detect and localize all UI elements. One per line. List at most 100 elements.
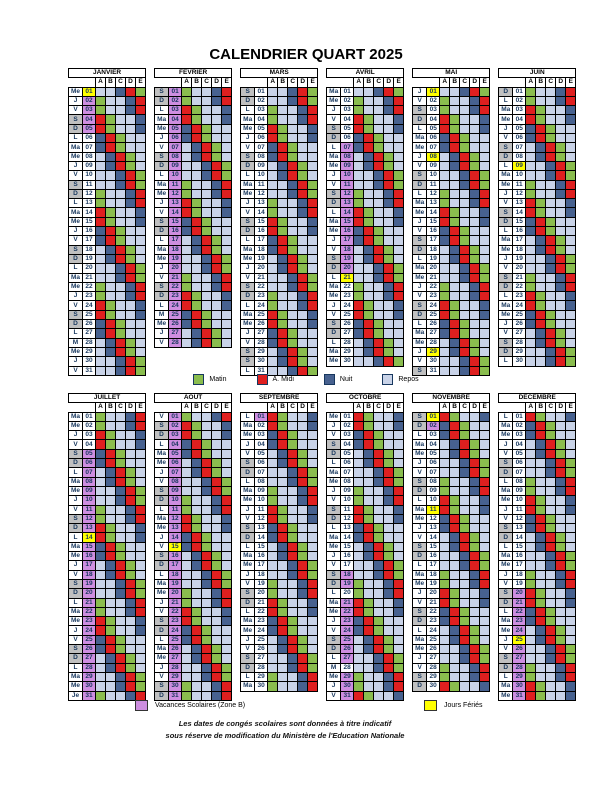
shift-cell-a <box>95 430 106 441</box>
shift-cell-b <box>449 337 461 348</box>
weekday-cell: D <box>154 160 170 172</box>
weekday-cell: L <box>412 430 428 441</box>
shift-cell-b <box>105 420 116 432</box>
day-row: L 20 <box>326 588 405 599</box>
day-row: S 13 <box>498 523 577 534</box>
shift-cell-b <box>449 634 461 646</box>
weekday-cell: D <box>326 513 342 525</box>
weekday-cell: Ma <box>240 309 256 321</box>
shift-cell-c <box>201 105 213 116</box>
shift-cell-a <box>353 420 365 432</box>
weekday-cell: S <box>498 272 514 283</box>
daynum-cell-vacances: 22 <box>340 606 355 618</box>
shift-cell-e <box>565 625 577 636</box>
shift-cell-b <box>449 188 461 200</box>
shift-cell-a <box>353 467 365 478</box>
weekday-cell: S <box>68 114 83 125</box>
daynum-cell-vacances: 07 <box>168 467 183 478</box>
weekday-cell: V <box>240 448 256 460</box>
shift-cell-a <box>95 597 106 608</box>
shift-cell-e <box>221 625 233 636</box>
shift-cell-b <box>191 681 203 692</box>
weekday-cell: L <box>68 133 83 144</box>
shift-cell-e <box>221 606 233 618</box>
shift-cell-e <box>479 476 491 487</box>
day-row: Me 24 <box>498 625 577 636</box>
weekday-cell: Me <box>326 671 342 683</box>
day-row: Ma 26 <box>154 643 233 655</box>
weekday-cell: Ma <box>326 281 342 293</box>
weekday-cell: Me <box>412 578 428 590</box>
shift-cell-e <box>479 411 491 422</box>
shift-cell-d <box>211 681 223 692</box>
shift-cell-c <box>287 142 299 153</box>
daynum-cell: 13 <box>340 523 355 534</box>
shift-cell-d <box>297 495 309 506</box>
shift-cell-d <box>297 346 309 358</box>
day-row: V 24 <box>68 300 147 311</box>
shift-cell-b <box>105 495 116 506</box>
day-row: Ma 07 <box>68 142 147 153</box>
day-row: V 25 <box>326 309 405 321</box>
shift-cell-e <box>479 634 491 646</box>
shift-cell-b <box>105 105 116 116</box>
daynum-cell: 10 <box>82 170 96 181</box>
shift-cell-d <box>297 133 309 144</box>
daynum-cell-vacances: 27 <box>82 653 96 664</box>
shift-cell-b <box>105 133 116 144</box>
shift-cell-b <box>363 551 375 562</box>
shift-cell-b <box>449 458 461 469</box>
day-row: L 11 <box>154 504 233 515</box>
weekday-cell: S <box>154 681 170 692</box>
shift-cell-b <box>449 160 461 172</box>
day-row: D 11 <box>412 179 491 190</box>
day-row: S 05 <box>326 123 405 135</box>
shift-cell-d <box>383 643 395 655</box>
shift-cell-e <box>307 439 319 450</box>
shift-cell-e <box>393 133 405 144</box>
shift-cell-e <box>393 300 405 311</box>
shift-cell-b <box>363 272 375 283</box>
shift-cell-d <box>211 188 223 200</box>
shift-cell-e <box>393 170 405 181</box>
team-column-header-e: E <box>221 402 233 413</box>
daynum-cell: 08 <box>512 476 527 487</box>
daynum-cell-vacances: 25 <box>82 634 96 646</box>
daynum-cell: 14 <box>426 207 441 218</box>
daynum-cell: 30 <box>82 356 96 367</box>
shift-cell-c <box>201 253 213 265</box>
weekday-cell: S <box>412 606 428 618</box>
shift-cell-d <box>383 551 395 562</box>
shift-cell-d <box>469 198 481 209</box>
day-row: S 15 <box>240 216 319 228</box>
shift-cell-a <box>181 216 193 228</box>
shift-cell-c <box>459 95 471 107</box>
shift-cell-e <box>565 226 577 237</box>
shift-cell-d <box>125 504 136 515</box>
shift-cell-e <box>565 671 577 683</box>
daynum-cell: 04 <box>254 439 269 450</box>
shift-cell-b <box>191 160 203 172</box>
weekday-cell: D <box>498 597 514 608</box>
shift-cell-c <box>201 207 213 218</box>
shift-cell-e <box>307 420 319 432</box>
shift-cell-b <box>191 281 203 293</box>
daynum-cell: 29 <box>254 346 269 358</box>
shift-cell-c <box>373 300 385 311</box>
shift-cell-e <box>565 291 577 302</box>
shift-cell-e <box>479 541 491 553</box>
daynum-cell-vacances: 10 <box>168 495 183 506</box>
shift-cell-e <box>307 504 319 515</box>
shift-cell-e <box>393 411 405 422</box>
shift-cell-c <box>115 123 126 135</box>
shift-cell-c <box>459 476 471 487</box>
weekday-cell: S <box>240 653 256 664</box>
shift-cell-b <box>105 681 116 692</box>
shift-cell-c <box>115 95 126 107</box>
shift-cell-b <box>105 541 116 553</box>
shift-cell-c <box>287 476 299 487</box>
shift-cell-e <box>479 495 491 506</box>
weekday-cell: J <box>154 597 170 608</box>
daynum-cell: 16 <box>254 226 269 237</box>
shift-cell-d <box>297 569 309 580</box>
